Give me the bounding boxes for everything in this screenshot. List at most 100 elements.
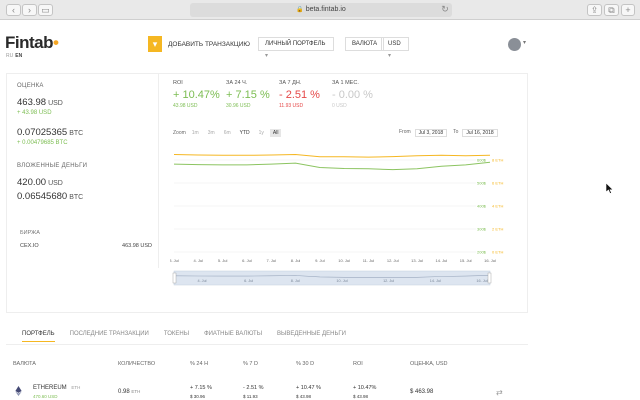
- transfer-icon[interactable]: ⇄: [496, 388, 503, 397]
- currency-select-value: USD: [388, 41, 401, 47]
- forward-button[interactable]: ›: [22, 4, 37, 16]
- zoom-1m[interactable]: 1m: [191, 130, 199, 136]
- stat-24h-value: + 7.15 %: [226, 89, 270, 101]
- portfolio-select[interactable]: ЛИЧНЫЙ ПОРТФЕЛЬ ▾: [258, 37, 334, 59]
- x-tick-label: 6. Jul: [242, 258, 252, 263]
- tabs-icon[interactable]: ⧉: [604, 4, 619, 16]
- table-row[interactable]: ETHEREUM ETH: [33, 385, 80, 391]
- navigator-label: 6. Jul: [244, 279, 253, 283]
- card-divider: [158, 73, 159, 268]
- currency-select[interactable]: USD ▾: [381, 37, 409, 59]
- y-tick-label-left: 400$: [477, 204, 487, 209]
- y-tick-label-right: 2 ETH: [492, 227, 503, 232]
- col-7d[interactable]: % 7 D: [243, 361, 258, 367]
- tab-portfolio[interactable]: ПОРТФЕЛЬ: [22, 331, 55, 342]
- language-switch[interactable]: RU EN: [6, 53, 22, 59]
- add-transaction-label: ДОБАВИТЬ ТРАНЗАКЦИЮ: [168, 40, 250, 48]
- zoom-controls: Zoom 1m 3m 6m YTD 1y All: [173, 129, 282, 137]
- value-btc-change: + 0.00479685 BTC: [17, 140, 68, 146]
- stat-7d-label: ЗА 7 ДН.: [279, 80, 302, 86]
- new-tab-icon[interactable]: +: [621, 4, 635, 16]
- add-transaction-button[interactable]: ▾ ДОБАВИТЬ ТРАНЗАКЦИЮ: [148, 36, 250, 52]
- coin-qty-currency: ETH: [131, 389, 141, 394]
- tab-recent-transactions[interactable]: ПОСЛЕДНИЕ ТРАНЗАКЦИИ: [69, 331, 149, 337]
- date-range: From Jul 3, 2018 To Jul 16, 2018: [399, 129, 504, 137]
- zoom-label: Zoom: [173, 130, 186, 136]
- x-tick-label: 12. Jul: [387, 258, 399, 263]
- mouse-cursor-icon: [606, 183, 614, 194]
- navigator-label: 14. Jul: [430, 279, 441, 283]
- col-30d[interactable]: % 30 D: [296, 361, 315, 367]
- coin-value: $ 463.98: [410, 389, 434, 395]
- tab-tokens[interactable]: ТОКЕНЫ: [163, 331, 190, 337]
- share-icon[interactable]: ⇪: [587, 4, 602, 16]
- col-quantity[interactable]: КОЛИЧЕСТВО: [118, 361, 156, 367]
- exchange-value: 463.98 USD: [122, 243, 152, 249]
- coin-24h: + 7.15 %: [190, 385, 212, 391]
- y-tick-label-right: 6 ETH: [492, 181, 503, 186]
- zoom-1y[interactable]: 1y: [258, 130, 264, 136]
- navigator-line: [173, 275, 491, 278]
- coin-24h-sub: $ 30.96: [190, 394, 206, 399]
- y-tick-label-right: 0 ETH: [492, 250, 503, 255]
- col-value[interactable]: ОЦЕНКА, USD: [410, 361, 448, 367]
- portfolio-card: [6, 73, 528, 313]
- x-tick-label: 11. Jul: [363, 258, 375, 263]
- x-tick-label: 4. Jul: [194, 258, 204, 263]
- tab-withdrawn[interactable]: ВЫВЕДЕННЫЕ ДЕНЬГИ: [277, 331, 346, 337]
- x-tick-label: 13. Jul: [411, 258, 423, 263]
- coin-30d-sub: $ 43.98: [296, 394, 312, 399]
- zoom-6m[interactable]: 6m: [223, 130, 231, 136]
- coin-30d: + 10.47 %: [296, 385, 321, 391]
- summary-panel: ОЦЕНКА 463.98 USD + 43.98 USD 0.07025365 B…: [17, 80, 157, 202]
- lang-ru[interactable]: RU: [6, 53, 14, 59]
- navigator-window: [173, 270, 491, 286]
- avatar[interactable]: [508, 38, 521, 51]
- lang-en[interactable]: EN: [15, 53, 23, 59]
- invested-usd-currency: USD: [48, 180, 63, 187]
- coin-roi-sub: $ 43.98: [353, 394, 369, 399]
- portfolio-chart[interactable]: 600$ 8 ETH 500$ 6 ETH 400$ 4 ETH 300$ 2 ETH 200$…: [170, 138, 520, 290]
- exchange-row[interactable]: CEX.IO 463.98 USD: [20, 243, 152, 249]
- to-date-input[interactable]: Jul 16, 2018: [462, 129, 498, 137]
- stat-roi: ROI + 10.47% 43.98 USD: [173, 80, 226, 109]
- zoom-all[interactable]: All: [269, 129, 282, 137]
- back-button[interactable]: ‹: [6, 4, 21, 16]
- value-usd-change: + 43.98 USD: [17, 110, 52, 116]
- x-tick-label: 16. Jul: [484, 258, 496, 263]
- portfolio-tabs: ПОРТФЕЛЬ ПОСЛЕДНИЕ ТРАНЗАКЦИИ ТОКЕНЫ ФИА…: [22, 331, 361, 342]
- coin-symbol: ETH: [71, 385, 81, 390]
- value-btc-amount: 0.07025365: [17, 127, 68, 138]
- zoom-3m[interactable]: 3m: [207, 130, 215, 136]
- y-tick-label-right: 4 ETH: [492, 204, 503, 209]
- invested-label: ВЛОЖЕННЫЕ ДЕНЬГИ: [17, 163, 88, 169]
- tab-fiat[interactable]: ФИАТНЫЕ ВАЛЮТЫ: [204, 331, 263, 337]
- fintab-logo[interactable]: Fintab•: [5, 33, 59, 53]
- stat-roi-label: ROI: [173, 80, 183, 86]
- navigator-label: 12. Jul: [383, 279, 394, 283]
- zoom-ytd[interactable]: YTD: [239, 130, 250, 136]
- y-tick-label-left: 500$: [477, 181, 487, 186]
- invested-usd: 420.00 USD: [17, 177, 157, 188]
- reload-icon[interactable]: ↻: [441, 4, 449, 14]
- navigator-handle: [487, 272, 492, 284]
- from-date-input[interactable]: Jul 3, 2018: [414, 129, 448, 137]
- col-24h[interactable]: % 24 Н: [190, 361, 209, 367]
- lock-icon: 🔒: [296, 7, 304, 13]
- col-currency[interactable]: ВАЛЮТА: [13, 361, 36, 367]
- address-bar[interactable]: 🔒 beta.fintab.io: [190, 3, 452, 17]
- col-roi[interactable]: ROI: [353, 361, 363, 367]
- sidebar-toggle-icon[interactable]: ▭: [38, 4, 53, 16]
- x-tick-label: 9. Jul: [315, 258, 325, 263]
- x-tick-label: 14. Jul: [435, 258, 447, 263]
- x-tick-label: 8. Jul: [291, 258, 301, 263]
- chevron-down-icon[interactable]: ▾: [523, 40, 527, 46]
- invested-btc-currency: BTC: [69, 194, 84, 201]
- coin-qty: 0.98 ETH: [118, 389, 140, 395]
- stat-roi-sub: 43.98 USD: [173, 103, 198, 109]
- invested-btc: 0.06545680 BTC: [17, 191, 157, 202]
- exchange-header: БИРЖА: [20, 230, 152, 236]
- from-label: From: [399, 129, 411, 135]
- plus-icon: ▾: [148, 36, 162, 52]
- stat-7d: ЗА 7 ДН. - 2.51 % 11.93 USD: [279, 80, 332, 109]
